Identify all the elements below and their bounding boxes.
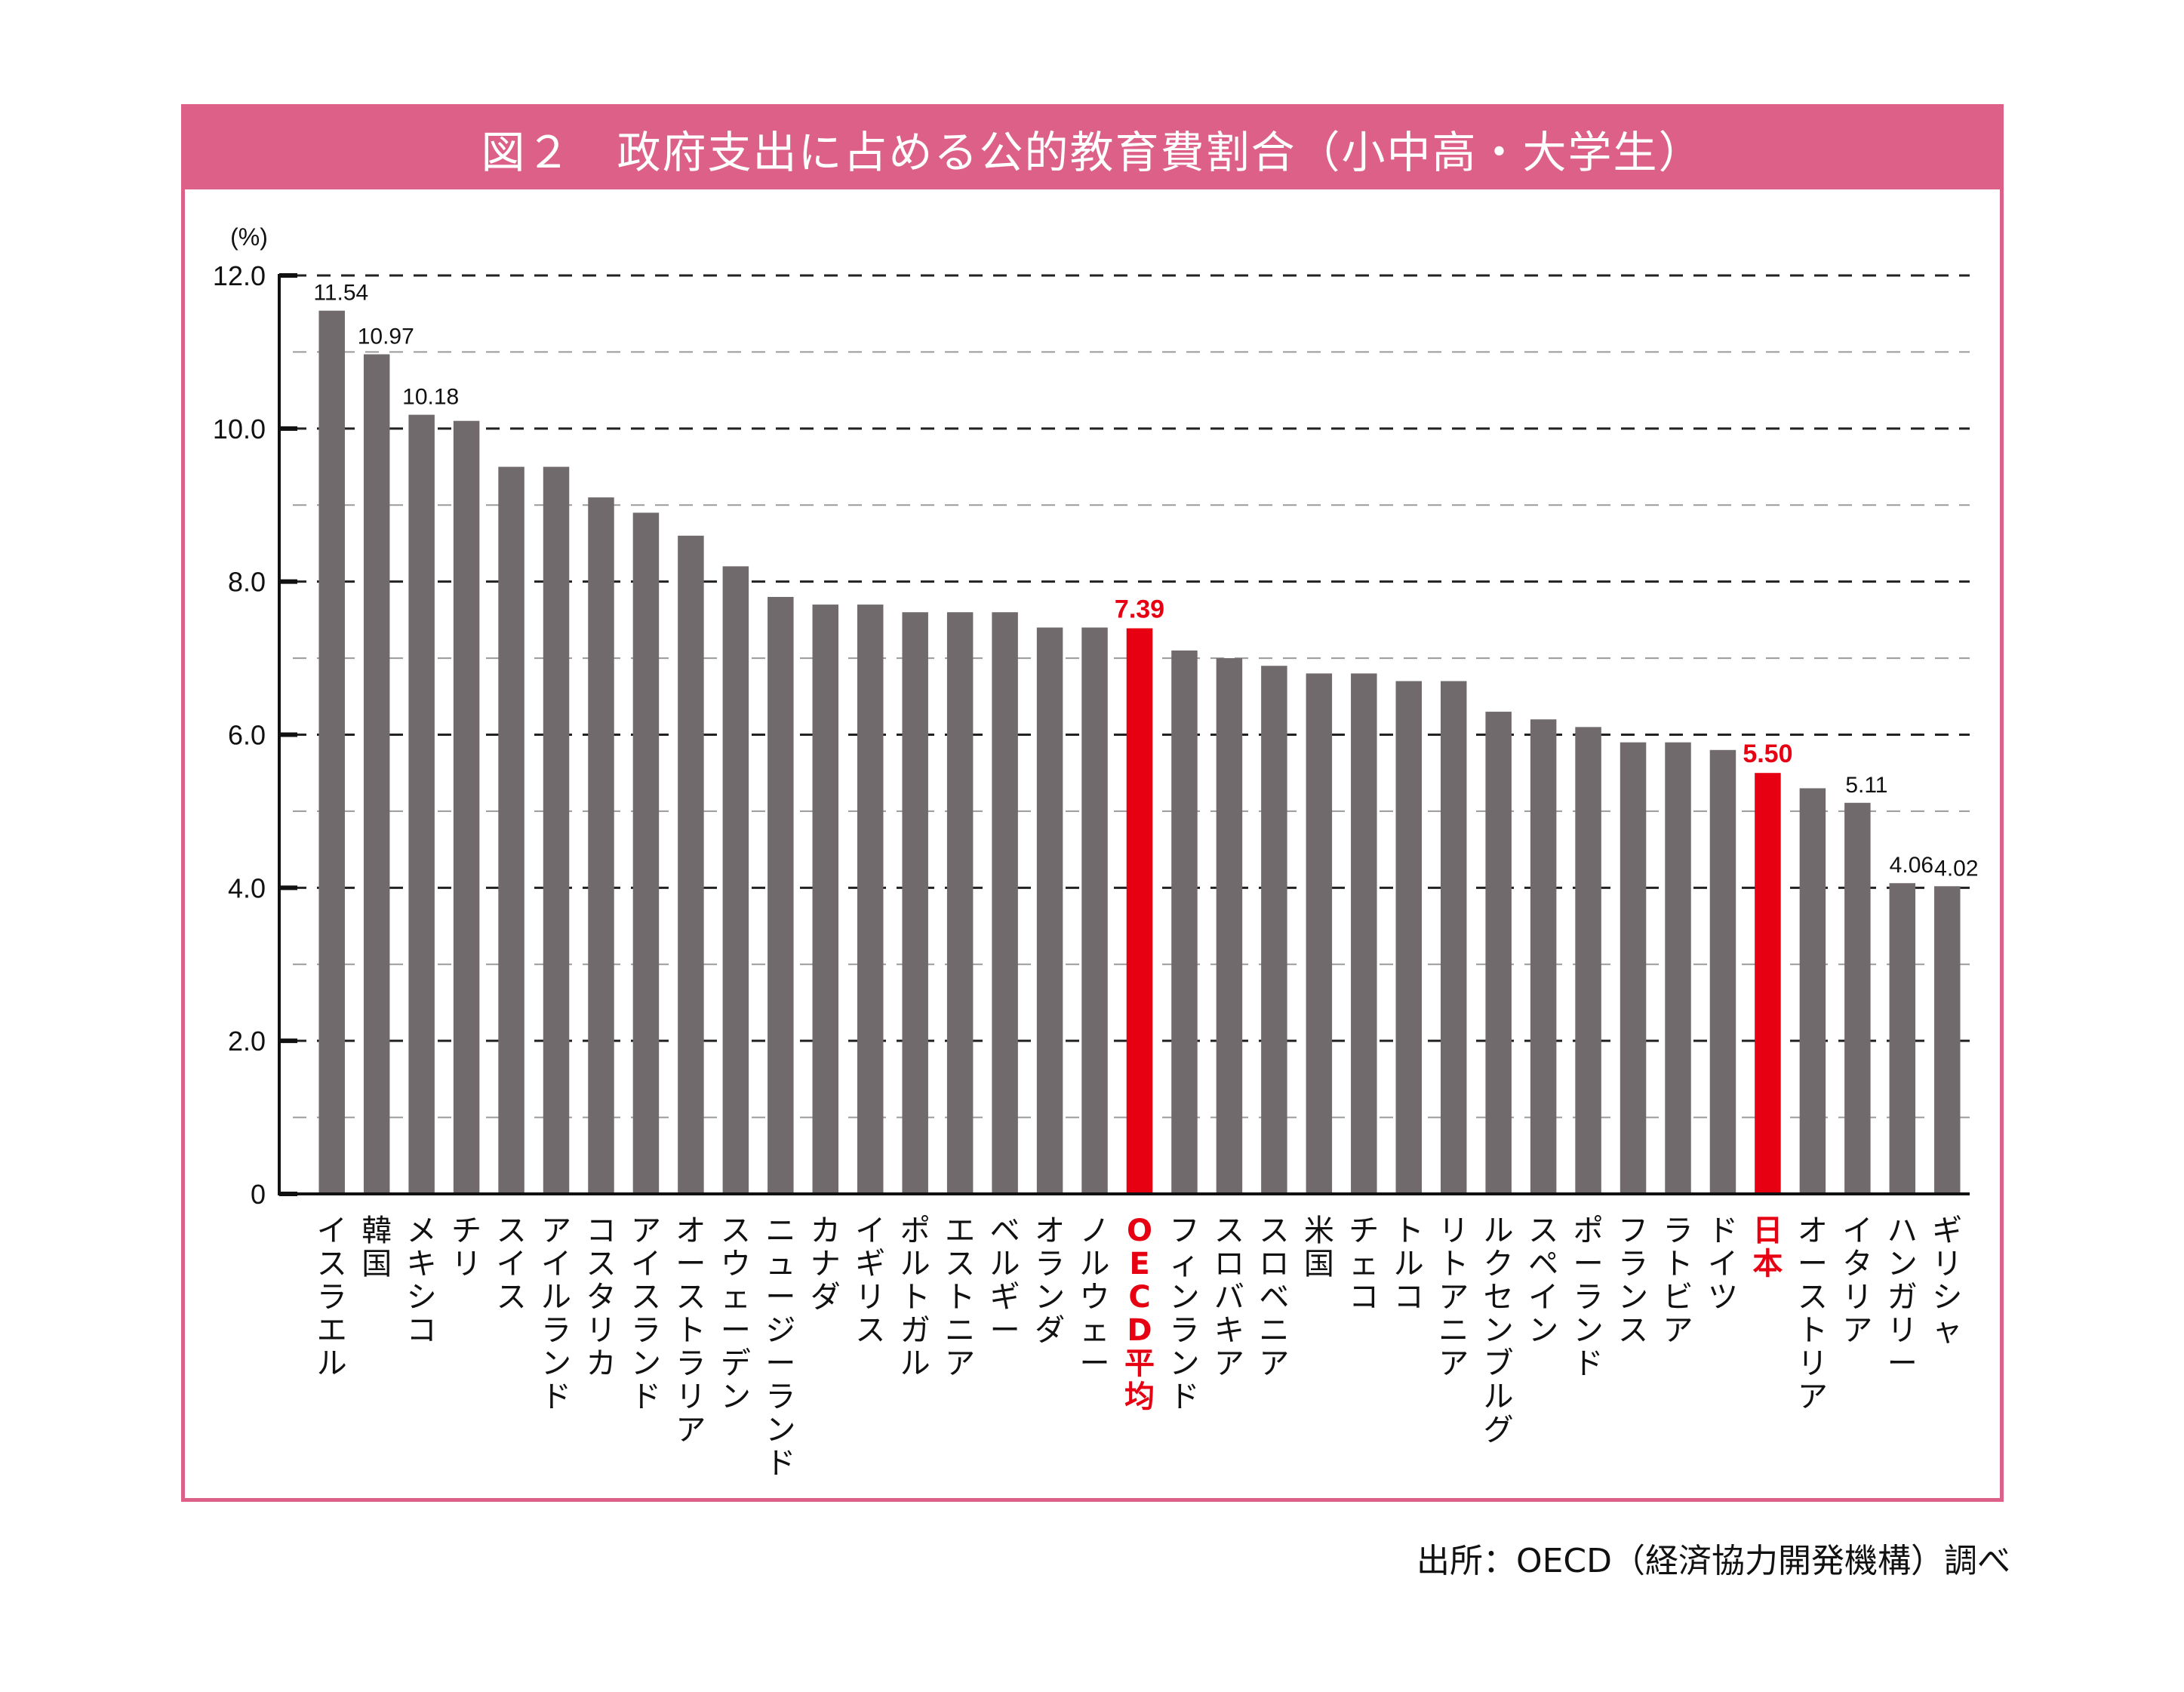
bar (678, 535, 704, 1194)
chart-frame: 図２ 政府支出に占める公的教育費割合（小中高・大学生） (181, 104, 2004, 1502)
bar (1306, 673, 1333, 1194)
category-label: ノルウェー (1080, 1214, 1110, 1381)
category-labels: イスラエル韓国メキシコチリスイスアイルランドコスタリカアイスランドオーストラリア… (317, 1214, 1963, 1481)
category-label: フランス (1618, 1214, 1648, 1348)
bar (1081, 627, 1108, 1194)
bar (632, 512, 660, 1194)
bar (857, 605, 884, 1194)
bar (588, 497, 614, 1194)
category-label: チェコ (1349, 1214, 1379, 1315)
bar (767, 596, 794, 1194)
category-label: コスタリカ (586, 1214, 616, 1381)
category-label: 韓国 (361, 1214, 392, 1281)
y-tick-label: 8.0 (228, 567, 266, 598)
bar (1126, 628, 1153, 1194)
category-label: メキシコ (407, 1214, 437, 1348)
category-label: オーストリア (1798, 1214, 1828, 1414)
category-label: ポルトガル (900, 1214, 931, 1381)
data-label: 11.54 (313, 281, 368, 306)
category-label: イギリス (855, 1214, 885, 1348)
bar (1261, 666, 1287, 1194)
bar (902, 612, 928, 1194)
category-label: エストニア (945, 1214, 975, 1381)
bar (498, 466, 524, 1194)
category-label: アイルランド (541, 1214, 571, 1414)
data-label: 5.50 (1743, 740, 1792, 768)
data-label: 4.02 (1934, 856, 1978, 881)
category-label: スイス (497, 1214, 527, 1315)
bar (1665, 742, 1691, 1194)
bar (1351, 673, 1377, 1194)
bar (363, 354, 390, 1194)
category-label: オーストラリア (675, 1214, 706, 1447)
bar (1216, 658, 1243, 1194)
bar (1934, 886, 1961, 1194)
category-label: フィンランド (1169, 1214, 1199, 1414)
y-tick-label: 6.0 (228, 720, 266, 751)
bar (1395, 681, 1422, 1194)
bar (1844, 802, 1871, 1194)
chart-title: 図２ 政府支出に占める公的教育費割合（小中高・大学生） (185, 108, 2000, 189)
y-tick-label: 12.0 (213, 260, 266, 291)
bar (992, 612, 1018, 1194)
category-label: ポーランド (1573, 1214, 1604, 1381)
category-label: リトアニア (1438, 1214, 1469, 1381)
category-label: スウェーデン (721, 1214, 751, 1414)
bar (1755, 773, 1781, 1194)
bar (1709, 749, 1736, 1194)
source-note: 出所：OECD（経済協力開発機構）調べ (1416, 1542, 2010, 1580)
bar (1620, 742, 1647, 1194)
category-label: イスラエル (317, 1214, 347, 1381)
category-label: ラトビア (1663, 1214, 1693, 1348)
category-label: ベルギー (990, 1214, 1020, 1348)
y-tick-label: 0 (251, 1179, 266, 1210)
bar (1889, 883, 1916, 1194)
category-label: スロバキア (1214, 1214, 1244, 1381)
category-label: ギリシャ (1932, 1214, 1962, 1348)
bar (408, 414, 435, 1194)
data-labels: 11.54 10.97 10.18 7.39 5.50 5.11 4.06 4.02 (313, 281, 1978, 881)
bar (1036, 627, 1063, 1194)
data-label: 4.06 (1890, 853, 1933, 878)
category-label: ルクセンブルグ (1484, 1214, 1514, 1447)
bar (1171, 650, 1198, 1194)
bar (812, 605, 839, 1194)
bar (453, 420, 480, 1194)
category-label: O E C D 平均 (1124, 1214, 1155, 1414)
bar (722, 566, 749, 1194)
data-label: 10.97 (358, 324, 414, 349)
category-label: スペイン (1528, 1214, 1558, 1348)
category-label: イタリア (1842, 1214, 1872, 1348)
category-label: カナダ (811, 1214, 841, 1315)
category-label: ニュージーランド (765, 1214, 795, 1481)
y-tick-label: 10.0 (213, 414, 266, 445)
bar (1575, 727, 1601, 1194)
category-label: 米国 (1304, 1214, 1334, 1281)
data-label: 7.39 (1115, 595, 1164, 624)
category-label: スロベニア (1259, 1214, 1289, 1381)
y-tick-labels: 0 2.0 4.0 6.0 8.0 10.0 12.0 (213, 260, 297, 1210)
y-axis-unit: (%) (230, 223, 268, 251)
category-label: アイスランド (631, 1214, 661, 1414)
data-label: 10.18 (402, 385, 459, 410)
category-label: 日本 (1752, 1214, 1783, 1281)
bar (946, 612, 974, 1194)
bars (318, 310, 1961, 1195)
bar (318, 310, 345, 1195)
category-label: チリ (451, 1214, 481, 1281)
category-label: ドイツ (1708, 1214, 1738, 1315)
bar (543, 466, 570, 1194)
data-label: 5.11 (1845, 773, 1887, 798)
bar (1485, 712, 1512, 1194)
bar (1799, 788, 1826, 1194)
bar (1530, 719, 1557, 1194)
bar (1440, 681, 1467, 1194)
y-tick-label: 4.0 (228, 872, 266, 903)
category-label: トルコ (1394, 1214, 1424, 1315)
category-label: オランダ (1035, 1214, 1065, 1348)
y-tick-label: 2.0 (228, 1026, 266, 1057)
category-label: ハンガリー (1887, 1214, 1918, 1381)
